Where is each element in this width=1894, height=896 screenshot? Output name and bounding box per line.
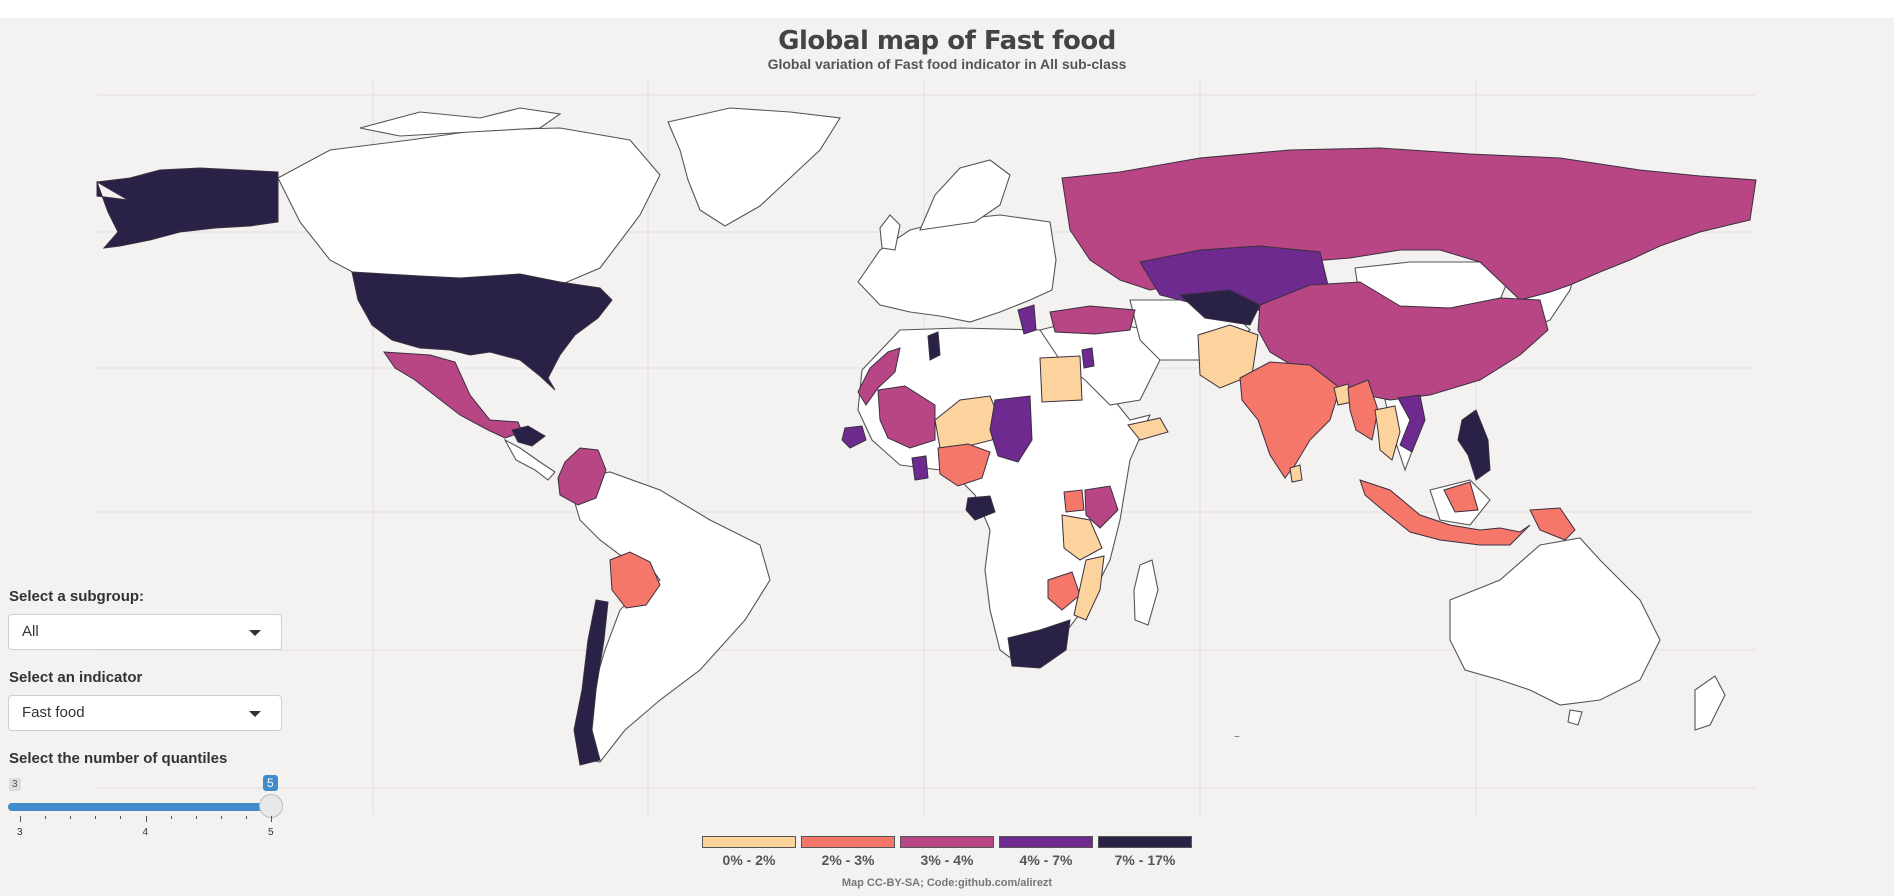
- region-mexico[interactable]: [383, 351, 523, 439]
- slider-tick-label: 3: [17, 827, 23, 838]
- arctic-islands: [359, 107, 562, 137]
- legend-item: 2% - 3%: [801, 836, 895, 868]
- chevron-down-icon: [249, 711, 261, 717]
- legend-label: 4% - 7%: [1019, 852, 1073, 868]
- legend-item: 3% - 4%: [900, 836, 994, 868]
- region-vietnam[interactable]: [1397, 394, 1426, 453]
- legend-label: 0% - 2%: [722, 852, 776, 868]
- quantiles-slider-track[interactable]: [8, 803, 274, 811]
- region-bolivia[interactable]: [609, 551, 661, 609]
- region-gabon[interactable]: [965, 495, 996, 521]
- region-sri-lanka[interactable]: [1289, 464, 1303, 483]
- region-nigeria[interactable]: [937, 443, 991, 487]
- region-chad[interactable]: [989, 395, 1033, 463]
- legend-label: 7% - 17%: [1114, 852, 1176, 868]
- legend-swatch: [801, 836, 895, 848]
- region-mali[interactable]: [877, 385, 936, 449]
- map-title: Global map of Fast food: [778, 26, 1116, 56]
- slider-tick: [45, 816, 47, 819]
- region-ghana[interactable]: [911, 455, 929, 481]
- region-myanmar[interactable]: [1347, 379, 1379, 441]
- legend-item: 4% - 7%: [999, 836, 1093, 868]
- region-thailand[interactable]: [1374, 405, 1401, 461]
- region-alaska[interactable]: [96, 167, 279, 249]
- subgroup-value: All: [22, 623, 39, 640]
- slider-tick-label: 4: [142, 827, 149, 838]
- legend-swatch: [999, 836, 1093, 848]
- new-zealand: [1694, 675, 1726, 731]
- map-subtitle: Global variation of Fast food indicator …: [767, 56, 1127, 72]
- slider-tick: [120, 816, 122, 819]
- region-kyrgyzstan[interactable]: [1178, 289, 1261, 326]
- tasmania: [1567, 709, 1583, 726]
- greenland: [667, 107, 841, 227]
- slider-tick: [170, 816, 172, 819]
- region-honduras[interactable]: [511, 425, 546, 447]
- madagascar: [1133, 559, 1159, 626]
- region-philippines[interactable]: [1457, 409, 1491, 481]
- region-colombia[interactable]: [557, 447, 607, 506]
- region-papua-new-guinea[interactable]: [1529, 507, 1576, 541]
- quantiles-slider-handle[interactable]: [259, 794, 283, 818]
- slider-value-tag: 5: [263, 775, 278, 791]
- choropleth-regions[interactable]: [96, 147, 1757, 766]
- legend-label: 2% - 3%: [821, 852, 875, 868]
- subgroup-label: Select a subgroup:: [9, 588, 145, 605]
- indicator-label: Select an indicator: [9, 669, 143, 686]
- legend-swatch: [1098, 836, 1192, 848]
- slider-tick: [145, 816, 147, 822]
- indicator-select[interactable]: Fast food: [8, 695, 282, 731]
- region-turkey[interactable]: [1049, 305, 1136, 335]
- region-united-states[interactable]: [351, 271, 613, 391]
- region-tunisia[interactable]: [927, 331, 941, 361]
- region-morocco[interactable]: [857, 347, 901, 406]
- legend-item: 0% - 2%: [702, 836, 796, 868]
- region-tanzania[interactable]: [1061, 514, 1103, 561]
- central-america: [503, 438, 556, 481]
- australia: [1449, 537, 1661, 706]
- legend-swatch: [900, 836, 994, 848]
- slider-tick: [95, 816, 97, 819]
- region-zambia[interactable]: [1047, 571, 1081, 611]
- region-india[interactable]: [1239, 361, 1341, 479]
- slider-tick: [245, 816, 247, 819]
- slider-tick: [220, 816, 222, 819]
- quantiles-label: Select the number of quantiles: [9, 750, 228, 767]
- legend-swatch: [702, 836, 796, 848]
- chevron-down-icon: [249, 630, 261, 636]
- uk: [879, 214, 901, 251]
- slider-tick: [195, 816, 197, 819]
- region-greece[interactable]: [1017, 304, 1037, 335]
- canada: [277, 127, 661, 291]
- region-jordan[interactable]: [1081, 347, 1095, 369]
- slider-tick: [20, 816, 21, 822]
- legend-item: 7% - 17%: [1098, 836, 1192, 868]
- region-chile[interactable]: [573, 599, 609, 766]
- small-island: ~: [1234, 732, 1240, 743]
- region-yemen[interactable]: [1127, 417, 1169, 441]
- scandinavia: [919, 159, 1011, 231]
- map-credit: Map CC-BY-SA; Code:github.com/alirezt: [841, 877, 1053, 889]
- region-mozambique[interactable]: [1073, 555, 1105, 621]
- subgroup-select[interactable]: All: [8, 614, 282, 650]
- region-kenya[interactable]: [1084, 485, 1119, 529]
- slider-min-tag: 3: [9, 778, 21, 791]
- region-egypt[interactable]: [1039, 355, 1083, 403]
- legend-label: 3% - 4%: [920, 852, 974, 868]
- region-uganda[interactable]: [1063, 489, 1085, 513]
- slider-tick: [271, 816, 272, 822]
- indicator-value: Fast food: [22, 704, 85, 721]
- region-senegal[interactable]: [841, 425, 867, 449]
- region-south-africa[interactable]: [1007, 619, 1071, 669]
- slider-tick: [70, 816, 72, 819]
- region-indonesia[interactable]: [1359, 479, 1531, 546]
- slider-tick-label: 5: [268, 827, 274, 838]
